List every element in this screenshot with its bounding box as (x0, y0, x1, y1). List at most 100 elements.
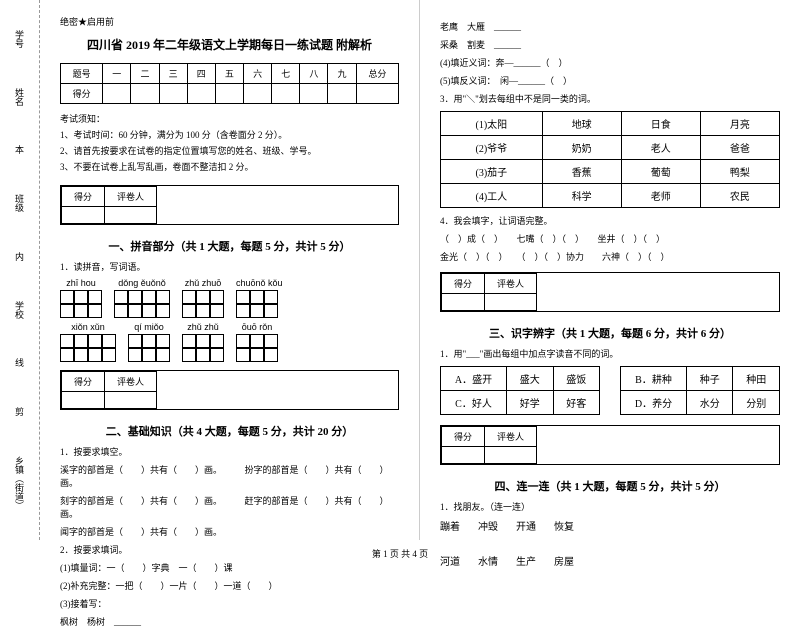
grader-label: 评卷人 (105, 187, 157, 207)
section2-title: 二、基础知识（共 4 大题，每题 5 分，共计 20 分） (60, 423, 399, 439)
score-label: 得分 (442, 274, 485, 294)
cell[interactable] (442, 294, 485, 311)
cell[interactable] (105, 207, 157, 224)
fill-line: (3)接着写： (60, 597, 399, 610)
cell[interactable] (131, 84, 159, 104)
page-footer: 第 1 页 共 4 页 (0, 547, 800, 560)
write-grid[interactable] (182, 290, 224, 318)
cell: 香蕉 (542, 160, 621, 184)
write-grid[interactable] (182, 334, 224, 362)
cell: 六 (244, 64, 272, 84)
cell[interactable] (485, 294, 537, 311)
word: 恢复 (554, 518, 574, 533)
cell[interactable] (62, 207, 105, 224)
cell: 二 (131, 64, 159, 84)
pinyin-block: qí miǒo (128, 322, 170, 362)
write-grid[interactable] (236, 334, 278, 362)
grader-label: 评卷人 (485, 274, 537, 294)
cell: 科学 (542, 184, 621, 208)
binding-label: 学号 (13, 30, 26, 48)
binding-label: 线 (13, 358, 26, 367)
cell: 老师 (621, 184, 700, 208)
cell: B．耕种 (620, 367, 686, 391)
question-text: 3．用"＼"划去每组中不是同一类的词。 (440, 92, 780, 105)
cell: 题号 (61, 64, 103, 84)
binding-label: 乡镇（街道） (13, 456, 26, 510)
cell[interactable] (300, 84, 328, 104)
word-line: 老鹰 大雁 ______ (440, 20, 780, 33)
word-line: (4)填近义词：奔—______（ ） (440, 56, 780, 69)
table-row: 题号 一 二 三 四 五 六 七 八 九 总分 (61, 64, 399, 84)
fill-line: 金光（ ）（ ） （ ）（ ）协力 六神（ ）（ ） (440, 250, 780, 263)
cell: A．盛开 (441, 367, 507, 391)
question-text: 1．读拼音，写词语。 (60, 260, 399, 273)
cell: 奶奶 (542, 136, 621, 160)
question-text: 1．用"___"画出每组中加点字读音不同的词。 (440, 347, 780, 360)
spacer (599, 391, 620, 415)
pinyin-block: zhī hou (60, 278, 102, 318)
pinyin-text: qí miǒo (128, 322, 170, 332)
question-text: 4．我会填字，让词语完整。 (440, 214, 780, 227)
word-line: (5)填反义词： 闲—______（ ） (440, 74, 780, 87)
binding-label: 班级 (13, 194, 26, 212)
cell[interactable] (103, 84, 131, 104)
pinyin-text: dǒnɡ ěuǒnǒ (114, 278, 170, 288)
binding-column: 学号 姓名 本 班级 内 学校 线 剪 乡镇（街道） (0, 0, 40, 540)
table-row: (2)爷爷奶奶老人爸爸 (441, 136, 780, 160)
content-area: 绝密★启用前 四川省 2019 年二年级语文上学期每日一练试题 附解析 题号 一… (40, 0, 800, 540)
section1-title: 一、拼音部分（共 1 大题，每题 5 分，共计 5 分） (60, 238, 399, 254)
pinyin-block: chuōnǒ kǒu (236, 278, 283, 318)
left-column: 绝密★启用前 四川省 2019 年二年级语文上学期每日一练试题 附解析 题号 一… (40, 0, 420, 540)
cell[interactable] (187, 84, 215, 104)
binding-label: 姓名 (13, 88, 26, 106)
write-grid[interactable] (236, 290, 283, 318)
cell[interactable] (328, 84, 356, 104)
score-label: 得分 (62, 187, 105, 207)
pinyin-text: ōuō rǒn (236, 322, 278, 332)
category-table: (1)太阳地球日食月亮 (2)爷爷奶奶老人爸爸 (3)茄子香蕉葡萄鸭梨 (4)工… (440, 111, 780, 208)
write-grid[interactable] (60, 290, 102, 318)
cell[interactable] (244, 84, 272, 104)
pinyin-block: ōuō rǒn (236, 322, 278, 362)
cell: 七 (272, 64, 300, 84)
cell: 三 (159, 64, 187, 84)
grader-label: 评卷人 (485, 427, 537, 447)
pinyin-text: zhī hou (60, 278, 102, 288)
pinyin-block: xiǒn xǔn (60, 322, 116, 362)
cell[interactable] (485, 447, 537, 464)
pinyin-block: zhǔ zhuō (182, 278, 224, 318)
write-grid[interactable] (114, 290, 170, 318)
table-row: C．好人好学好客D．养分水分分别 (441, 391, 780, 415)
word: 冲毁 (478, 518, 498, 533)
pinyin-block: zhǔ zhǔ (182, 322, 224, 362)
cell[interactable] (105, 392, 157, 409)
cell[interactable] (442, 447, 485, 464)
pinyin-text: xiǒn xǔn (60, 322, 116, 332)
cell: 分别 (733, 391, 780, 415)
cell: 好学 (507, 391, 553, 415)
pinyin-block: dǒnɡ ěuǒnǒ (114, 278, 170, 318)
score-label: 得分 (62, 372, 105, 392)
binding-label: 本 (13, 145, 26, 154)
spacer (599, 367, 620, 391)
cell: 地球 (542, 112, 621, 136)
cell: 九 (328, 64, 356, 84)
pinyin-text: zhǔ zhuō (182, 278, 224, 288)
fill-line: 闻字的部首是（ ）共有（ ）画。 (60, 525, 399, 538)
cell[interactable] (159, 84, 187, 104)
cell[interactable] (272, 84, 300, 104)
char-discrimination-table: A．盛开盛大盛饭B．耕种种子种田 C．好人好学好客D．养分水分分别 (440, 366, 780, 415)
score-box: 得分 评卷人 (60, 370, 399, 410)
section4-title: 四、连一连（共 1 大题，每题 5 分，共计 5 分） (440, 478, 780, 494)
score-box: 得分 评卷人 (440, 425, 780, 465)
write-grid[interactable] (128, 334, 170, 362)
cell[interactable] (356, 84, 398, 104)
cell[interactable] (215, 84, 243, 104)
write-grid[interactable] (60, 334, 116, 362)
section3-title: 三、识字辨字（共 1 大题，每题 6 分，共计 6 分） (440, 325, 780, 341)
cell: 葡萄 (621, 160, 700, 184)
cell[interactable] (62, 392, 105, 409)
table-row: 得分 (61, 84, 399, 104)
pinyin-text: chuōnǒ kǒu (236, 278, 283, 288)
cell: 种田 (733, 367, 780, 391)
